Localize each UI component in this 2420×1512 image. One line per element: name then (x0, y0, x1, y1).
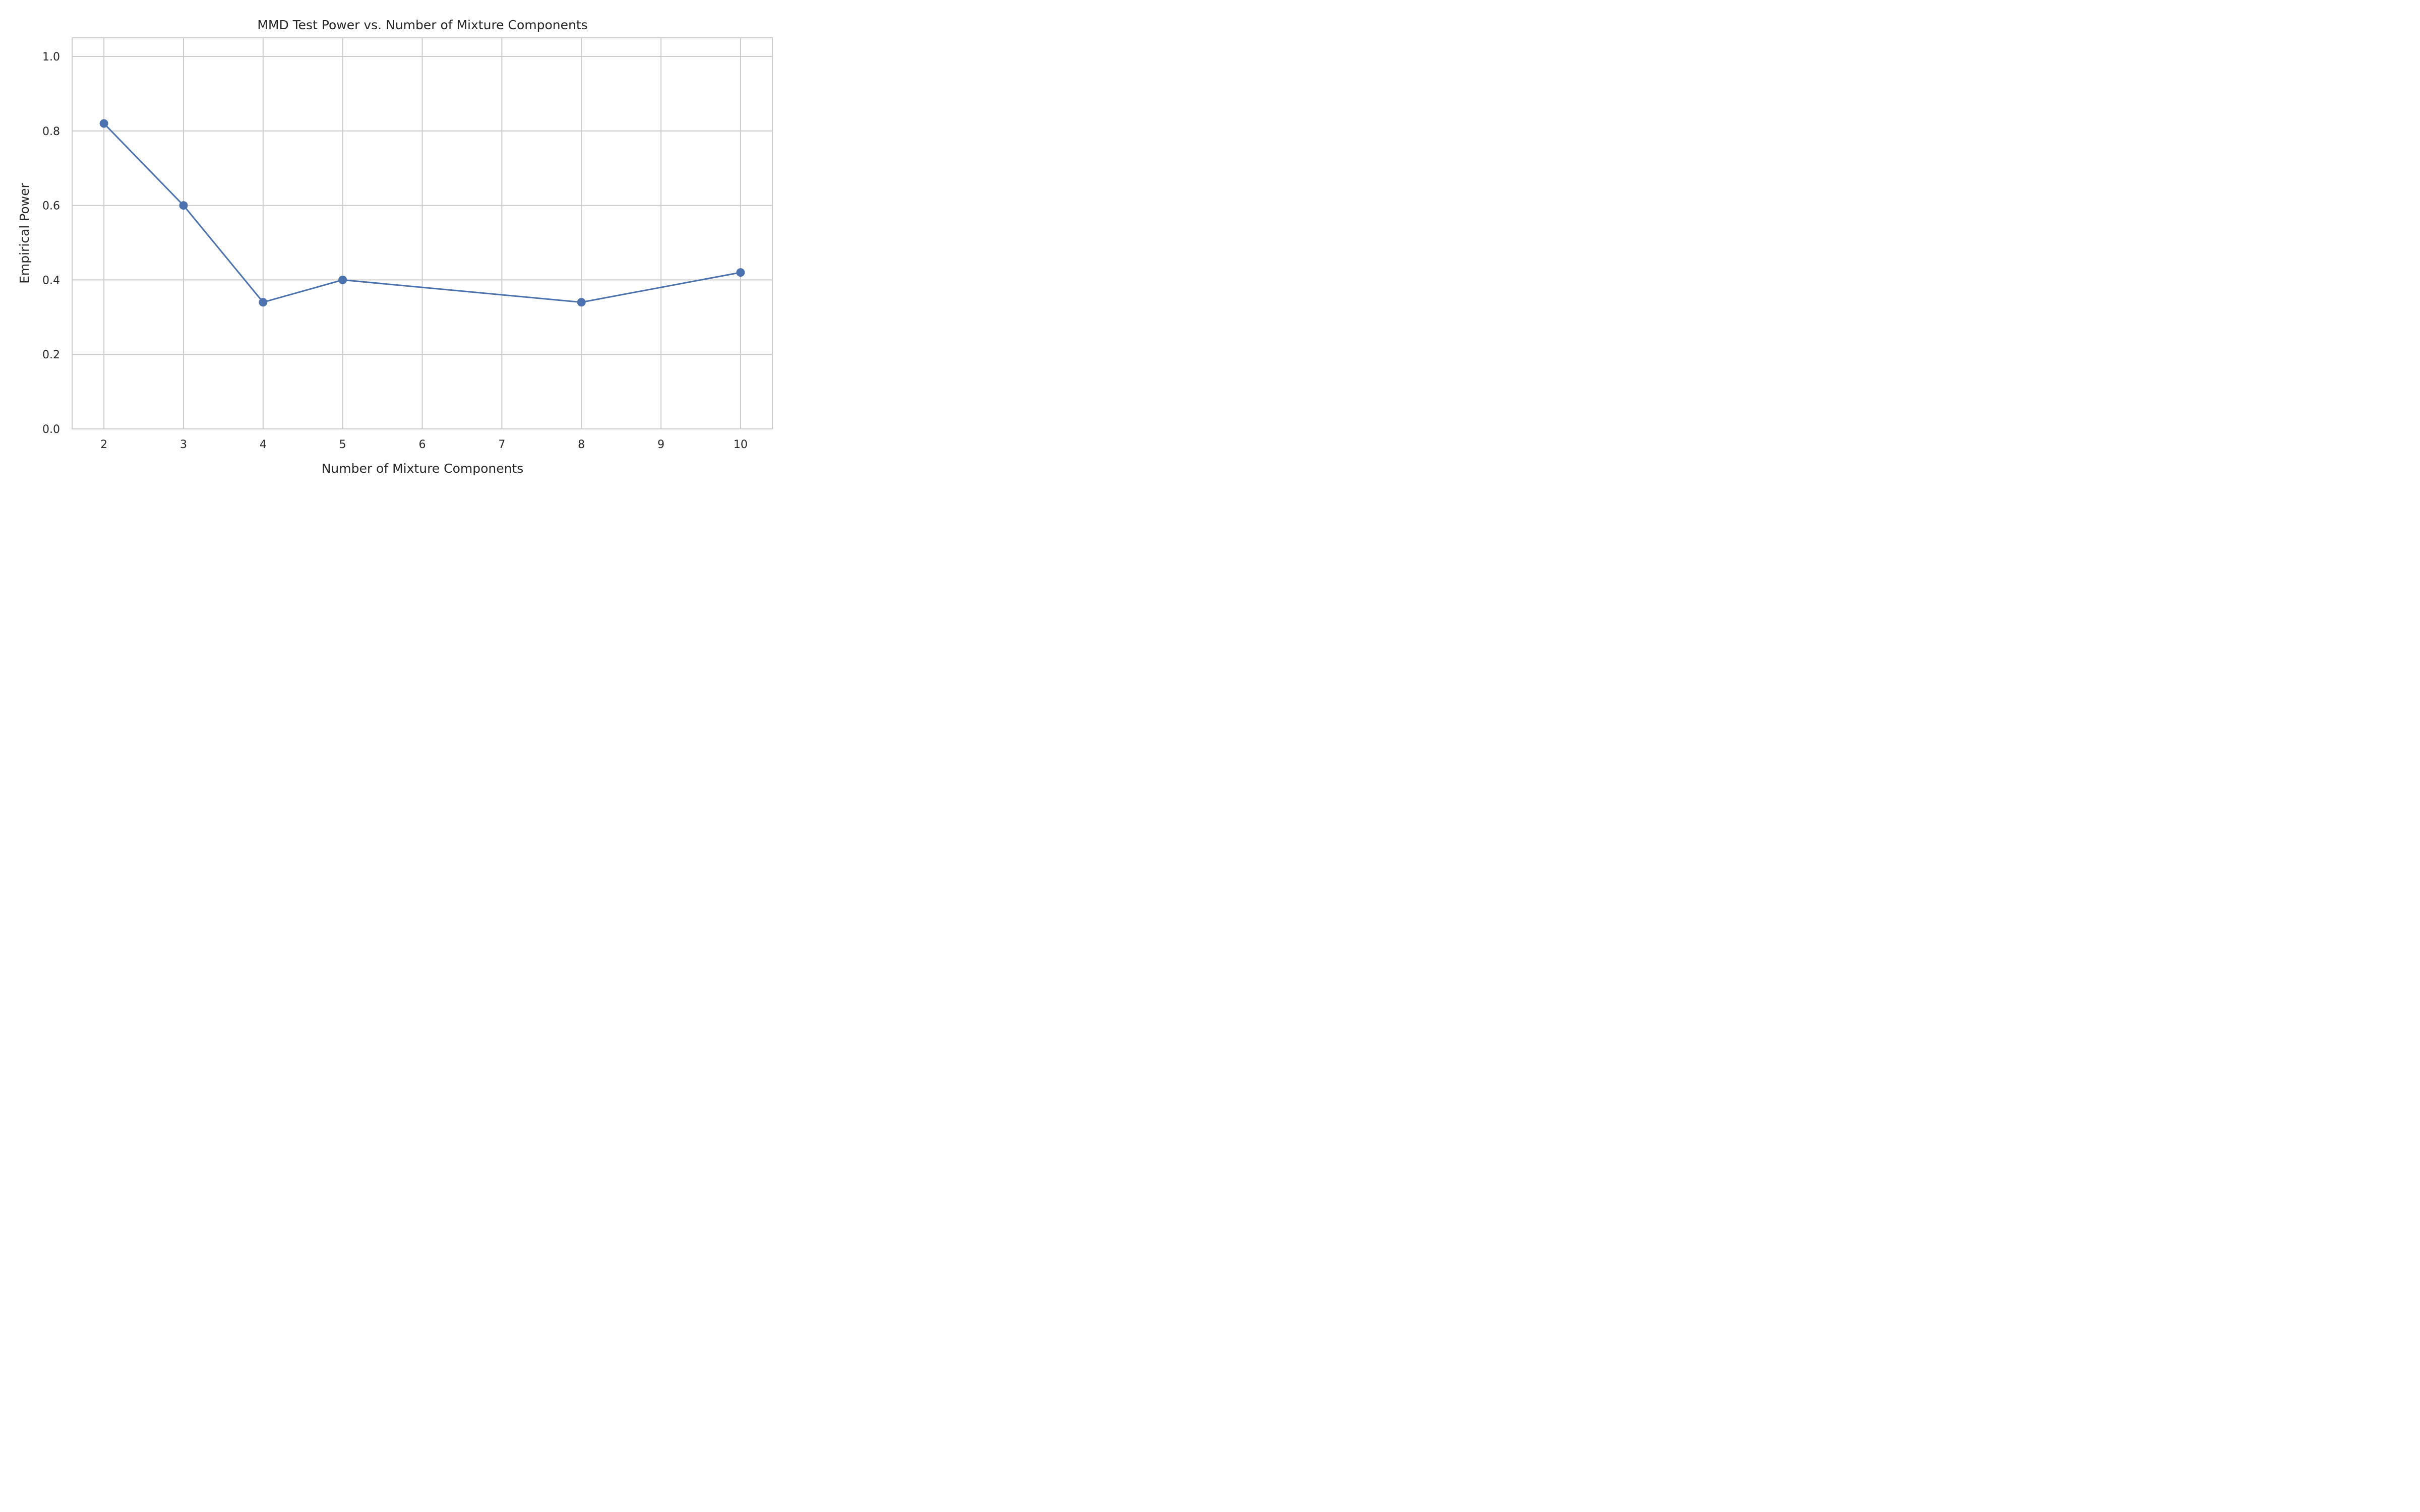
x-tick-label: 10 (734, 438, 748, 451)
chart-title: MMD Test Power vs. Number of Mixture Com… (257, 18, 587, 32)
x-tick-label: 5 (339, 438, 346, 451)
y-tick-label: 0.6 (42, 200, 60, 213)
series-group (99, 119, 745, 307)
x-tick-label: 2 (100, 438, 107, 451)
x-tick-label: 7 (498, 438, 505, 451)
data-point (179, 201, 188, 210)
data-point (99, 119, 108, 128)
plot-frame (72, 37, 773, 429)
chart-background (0, 0, 780, 487)
y-tick-label: 0.8 (42, 125, 60, 138)
data-point (259, 298, 268, 307)
x-tick-label: 8 (578, 438, 585, 451)
data-point (338, 275, 347, 284)
y-tick-labels: 0.0 0.2 0.4 0.6 0.8 1.0 (42, 51, 60, 436)
x-tick-label: 3 (180, 438, 187, 451)
data-point (736, 268, 745, 277)
x-tick-labels: 2 3 4 5 6 7 8 9 10 (100, 438, 748, 451)
line-chart: 2 3 4 5 6 7 8 9 10 0.0 0.2 0.4 0.6 0.8 1.0 MMD Test P… (0, 0, 780, 487)
x-tick-label: 6 (419, 438, 426, 451)
data-point (577, 298, 586, 307)
y-tick-label: 0.4 (42, 274, 60, 287)
x-axis-label: Number of Mixture Components (322, 461, 524, 476)
y-tick-label: 1.0 (42, 51, 60, 64)
y-tick-label: 0.2 (42, 349, 60, 361)
series-line (103, 122, 741, 303)
y-tick-label: 0.0 (42, 423, 60, 436)
y-axis-label: Empirical Power (17, 182, 32, 283)
x-tick-label: 4 (260, 438, 267, 451)
x-tick-label: 9 (657, 438, 664, 451)
